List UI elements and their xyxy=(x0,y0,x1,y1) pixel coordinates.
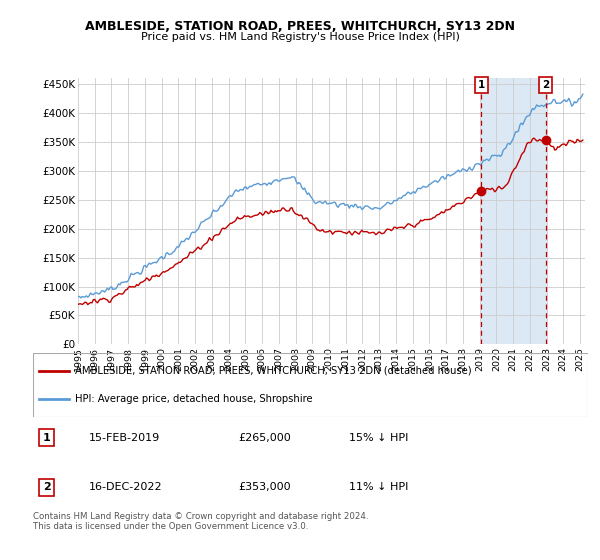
Text: AMBLESIDE, STATION ROAD, PREES, WHITCHURCH, SY13 2DN: AMBLESIDE, STATION ROAD, PREES, WHITCHUR… xyxy=(85,20,515,32)
Text: 2: 2 xyxy=(43,482,51,492)
Text: 16-DEC-2022: 16-DEC-2022 xyxy=(89,482,162,492)
Bar xyxy=(481,78,546,344)
Text: 15-FEB-2019: 15-FEB-2019 xyxy=(89,433,160,443)
Text: Contains HM Land Registry data © Crown copyright and database right 2024.
This d: Contains HM Land Registry data © Crown c… xyxy=(33,512,368,531)
Text: £265,000: £265,000 xyxy=(238,433,291,443)
Text: 11% ↓ HPI: 11% ↓ HPI xyxy=(349,482,409,492)
Text: 2: 2 xyxy=(542,80,550,90)
Text: Price paid vs. HM Land Registry's House Price Index (HPI): Price paid vs. HM Land Registry's House … xyxy=(140,32,460,43)
Text: 1: 1 xyxy=(478,80,485,90)
Text: £353,000: £353,000 xyxy=(238,482,291,492)
Text: AMBLESIDE, STATION ROAD, PREES, WHITCHURCH, SY13 2DN (detached house): AMBLESIDE, STATION ROAD, PREES, WHITCHUR… xyxy=(74,366,471,376)
Text: 1: 1 xyxy=(43,433,51,443)
Text: HPI: Average price, detached house, Shropshire: HPI: Average price, detached house, Shro… xyxy=(74,394,312,404)
Text: 15% ↓ HPI: 15% ↓ HPI xyxy=(349,433,409,443)
